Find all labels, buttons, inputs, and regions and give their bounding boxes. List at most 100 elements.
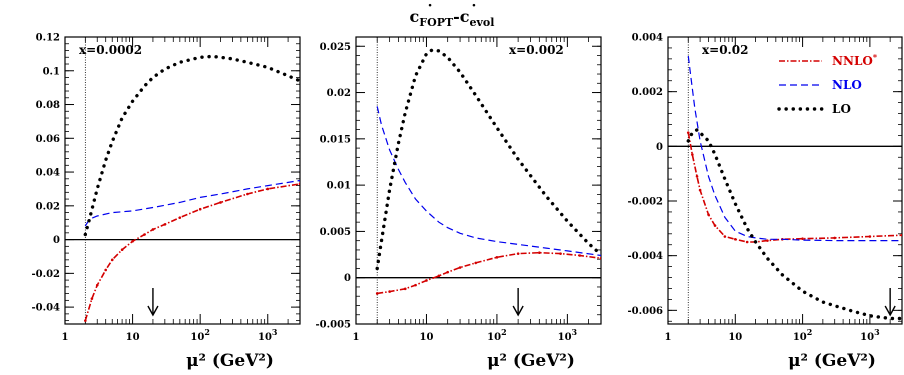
series-point-nnlo	[151, 228, 155, 231]
series-line-nlo	[687, 56, 902, 242]
y-tick-label: 0.005	[320, 227, 351, 238]
y-tick-label: 0.1	[43, 66, 60, 77]
series-point-nnlo	[538, 251, 541, 255]
title-dot-decoration: · ·	[428, 0, 477, 14]
series-point-nnlo	[298, 182, 300, 186]
y-tick-label: 0.06	[36, 134, 60, 145]
x-tick-label: 102	[190, 327, 210, 343]
series-point-nnlo	[707, 213, 710, 216]
series-point-nnlo	[266, 187, 270, 191]
series-line-nnlo	[377, 251, 601, 295]
plot-frame	[355, 36, 602, 325]
x-axis-label: μ² (GeV²)	[487, 351, 575, 371]
series-point-nnlo	[833, 236, 837, 240]
y-tick-label: 0.02	[327, 88, 351, 99]
series-point-nnlo	[131, 239, 134, 243]
legend-entry: NNLO*	[832, 52, 878, 68]
chart-panel-1: 0.12 0.1 0.08 0.06 0.04 0.02 0 -0.02 -0.04 1 10 102…	[31, 33, 301, 371]
y-tick-label: -0.005	[316, 320, 352, 331]
x-tick-label: 103	[558, 327, 578, 343]
x-tick-label: 1	[62, 332, 69, 343]
series-point-nnlo	[178, 216, 182, 219]
series-point-nnlo	[766, 239, 769, 242]
series-point-nnlo	[414, 283, 417, 287]
x-tick-label: 10	[126, 332, 140, 343]
series-point-nnlo	[90, 297, 94, 300]
y-tick-label: 0.08	[36, 100, 60, 111]
y-tick-label: 0	[656, 142, 663, 153]
series-point-nnlo	[446, 270, 449, 274]
y-tick-label: 0.02	[36, 201, 60, 212]
plot-frame	[667, 36, 903, 325]
series-point-nnlo	[723, 235, 727, 238]
series-point-nnlo	[745, 240, 749, 244]
series-line-lo	[375, 48, 601, 271]
x-tick-label: 102	[487, 327, 507, 343]
x-axis-label: μ² (GeV²)	[788, 351, 876, 371]
series-point-nnlo	[474, 261, 478, 265]
arrow-head	[147, 305, 159, 317]
panel-label: x=0.02	[702, 43, 748, 57]
x-tick-label: 103	[258, 327, 278, 343]
series-line-nlo	[84, 179, 300, 227]
chart-panels: 0.120.10.080.060.040.020-0.02-0.041 10 102…	[31, 33, 903, 371]
series-line-lo	[686, 127, 902, 321]
series-point-nnlo	[219, 201, 222, 204]
x-tick-label: 1	[353, 332, 360, 343]
y-tick-label: 0.01	[327, 181, 351, 192]
series-point-nnlo	[246, 192, 249, 196]
series-point-nnlo	[120, 248, 124, 252]
series-point-nnlo	[163, 223, 167, 226]
y-tick-label: 0.12	[36, 33, 60, 44]
series-point-nnlo	[695, 175, 699, 178]
series-point-nnlo	[599, 256, 601, 260]
series-line-lo	[83, 54, 300, 237]
y-tick-label: -0.004	[628, 251, 664, 262]
series-point-nnlo	[900, 233, 902, 237]
y-tick-label: 0.004	[632, 33, 663, 44]
series-point-nnlo	[104, 268, 107, 272]
legend: NNLO* NLO LO	[777, 52, 878, 116]
title-sub-fopt: FOPT	[419, 16, 454, 29]
y-tick-label: 0	[344, 273, 351, 284]
arrow-head	[884, 305, 896, 317]
series-point-nnlo	[733, 237, 737, 241]
title-c-fopt: c	[410, 7, 420, 26]
series-point-nnlo	[801, 237, 804, 241]
x-tick-label: 102	[793, 327, 813, 343]
series-point-nnlo	[375, 292, 379, 295]
series-point-nnlo	[95, 283, 99, 287]
series-point-nnlo	[691, 153, 694, 156]
y-tick-label: -0.002	[628, 197, 664, 208]
title-sub-evol: evol	[470, 16, 495, 29]
series-point-nnlo	[578, 254, 582, 257]
y-tick-label: 0.04	[36, 168, 60, 179]
series-point-nnlo	[425, 279, 428, 282]
series-point-nnlo	[698, 188, 702, 192]
x-tick-label: 103	[860, 327, 880, 343]
series-point-nnlo	[516, 252, 520, 255]
series-line-nnlo	[687, 132, 902, 243]
series-point-nnlo	[713, 224, 717, 227]
series-point-nnlo	[868, 235, 872, 238]
y-tick-label: -0.04	[31, 303, 60, 314]
x-tick-label: 10	[728, 332, 742, 343]
title-c-evol: c	[460, 7, 470, 26]
series-point-nnlo	[198, 207, 202, 211]
series-point-nnlo	[559, 252, 562, 255]
x-tick-label: 10	[419, 332, 433, 343]
panel-label: x=0.002	[509, 43, 564, 57]
series-point-nnlo	[437, 274, 441, 278]
series-point-nnlo	[495, 256, 499, 259]
y-tick-label: 0	[53, 235, 60, 246]
y-tick-label: 0.002	[632, 87, 663, 98]
series-point-nnlo	[403, 287, 407, 291]
y-tick-label: -0.006	[628, 306, 664, 317]
series-point-nnlo	[388, 290, 391, 293]
series-line-nnlo	[84, 183, 300, 321]
series-point-nnlo	[110, 258, 114, 262]
arrow-head	[512, 305, 524, 317]
chart-panel-3: 0.004 0.002 0 -0.002 -0.004 -0.006 1 10 102 103 μ²…	[628, 33, 903, 371]
